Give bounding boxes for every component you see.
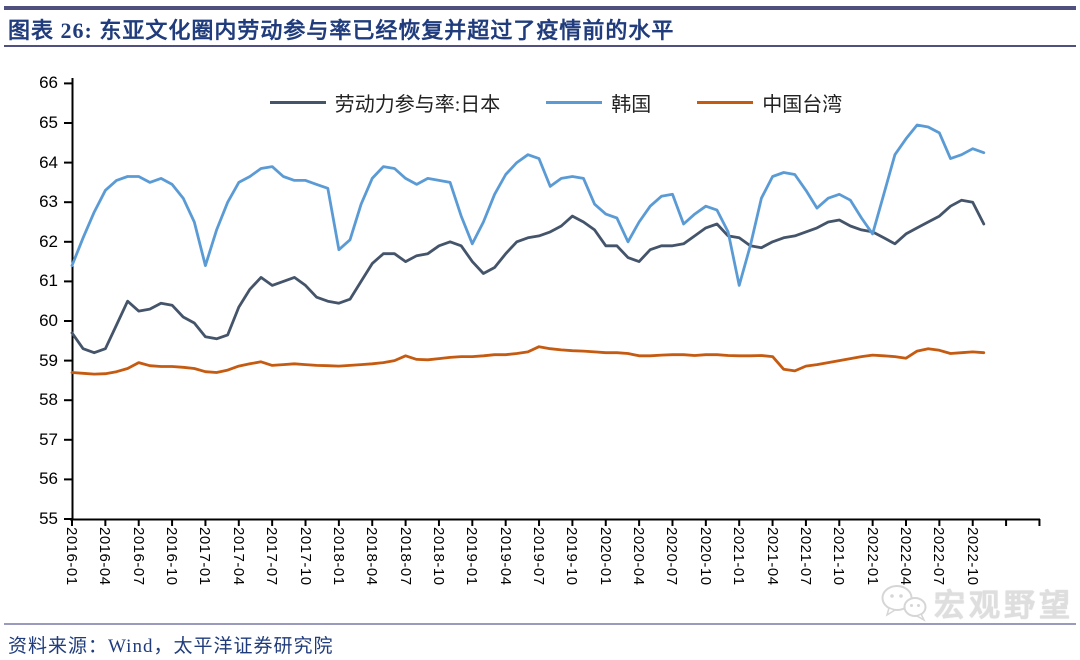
chart-title: 图表 26: 东亚文化圈内劳动参与率已经恢复并超过了疫情前的水平 xyxy=(8,18,675,43)
legend-item-0: 劳动力参与率:日本 xyxy=(269,88,501,117)
x-tick-label: 2020-01 xyxy=(596,527,614,586)
data-source-note: 资料来源：Wind，太平洋证券研究院 xyxy=(8,636,334,657)
x-tick-label: 2019-07 xyxy=(530,527,548,586)
legend-item-2: 中国台湾 xyxy=(697,88,842,117)
x-tick-label: 2022-10 xyxy=(963,527,981,586)
legend-line-swatch xyxy=(546,101,603,104)
chart-legend: 劳动力参与率:日本 韩国 中国台湾 xyxy=(72,88,1040,117)
y-tick-label: 63 xyxy=(39,192,58,212)
watermark-text: 宏观野望 xyxy=(934,588,1074,623)
y-tick-label: 64 xyxy=(39,152,58,172)
y-tick-label: 60 xyxy=(39,311,58,330)
y-tick-label: 62 xyxy=(39,231,58,251)
x-tick-label: 2021-04 xyxy=(763,527,781,586)
x-tick-label: 2022-07 xyxy=(930,527,948,586)
x-tick-label: 2021-01 xyxy=(730,527,748,586)
title-divider xyxy=(4,45,1076,47)
x-tick-label: 2021-10 xyxy=(830,527,848,586)
y-tick-label: 61 xyxy=(39,271,58,291)
legend-label: 中国台湾 xyxy=(762,94,843,116)
x-tick-label: 2018-10 xyxy=(429,527,447,586)
legend-item-1: 韩国 xyxy=(546,88,651,117)
y-tick-label: 57 xyxy=(39,429,58,449)
y-tick-label: 65 xyxy=(39,113,58,132)
x-tick-label: 2020-04 xyxy=(630,527,648,586)
x-tick-label: 2022-04 xyxy=(897,527,914,586)
x-tick-label: 2016-07 xyxy=(129,527,147,586)
x-tick-label: 2018-07 xyxy=(396,527,414,586)
x-tick-label: 2019-01 xyxy=(463,527,481,586)
legend-line-swatch xyxy=(697,101,754,104)
series-line-0 xyxy=(70,198,986,355)
x-tick-label: 2018-01 xyxy=(329,527,347,586)
series-line-2 xyxy=(70,345,986,376)
top-divider xyxy=(4,6,1076,10)
legend-label: 劳动力参与率:日本 xyxy=(334,94,501,116)
wechat-bubbles-icon xyxy=(881,584,927,622)
x-tick-label: 2017-04 xyxy=(229,527,247,586)
x-tick-label: 2017-10 xyxy=(296,527,314,586)
x-tick-label: 2018-04 xyxy=(363,527,381,586)
x-tick-label: 2021-07 xyxy=(796,527,814,586)
y-tick-label: 56 xyxy=(39,469,58,489)
x-tick-label: 2016-04 xyxy=(96,527,114,586)
y-tick-label: 66 xyxy=(39,73,58,93)
x-tick-label: 2019-04 xyxy=(496,527,514,586)
x-tick-label: 2020-07 xyxy=(663,527,681,586)
y-tick-label: 59 xyxy=(39,350,58,370)
x-tick-label: 2020-10 xyxy=(696,527,714,586)
series-line-1 xyxy=(70,123,986,287)
legend-label: 韩国 xyxy=(611,94,652,116)
x-tick-label: 2019-10 xyxy=(563,527,581,586)
footer-divider xyxy=(4,623,1076,625)
legend-line-swatch xyxy=(269,101,326,104)
x-tick-label: 2016-01 xyxy=(63,527,80,586)
x-tick-label: 2022-01 xyxy=(863,527,881,586)
x-tick-label: 2017-07 xyxy=(263,527,281,586)
watermark: 宏观野望 xyxy=(880,580,1074,625)
x-tick-label: 2017-01 xyxy=(196,527,214,586)
y-tick-label: 58 xyxy=(39,390,58,410)
x-tick-label: 2016-10 xyxy=(163,527,181,586)
y-tick-label: 55 xyxy=(39,509,58,528)
